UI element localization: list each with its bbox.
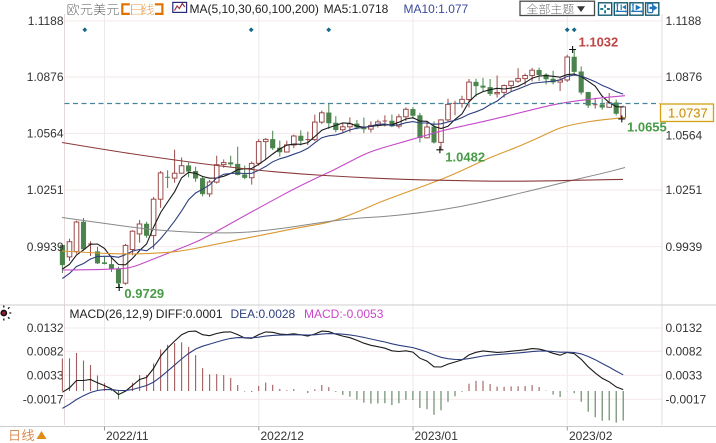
svg-text:MA(5,10,30,60,100,200): MA(5,10,30,60,100,200)	[190, 2, 319, 16]
svg-text:1.0251: 1.0251	[27, 183, 64, 197]
svg-text:1.0876: 1.0876	[27, 70, 64, 84]
svg-text:1.0564: 1.0564	[27, 127, 64, 141]
svg-text:0.9729: 0.9729	[124, 286, 164, 301]
svg-text:1.1032: 1.1032	[579, 35, 619, 50]
svg-text:2023/01: 2023/01	[415, 429, 459, 443]
svg-text:0.0033: 0.0033	[27, 369, 64, 383]
svg-text:1.0564: 1.0564	[666, 129, 703, 143]
svg-text:-0.0017: -0.0017	[23, 393, 64, 407]
svg-text:0.0082: 0.0082	[27, 345, 64, 359]
svg-text:0.9939: 0.9939	[27, 240, 64, 254]
svg-text:1.1188: 1.1188	[666, 14, 702, 28]
svg-text:0.9939: 0.9939	[666, 240, 703, 254]
svg-text:1.0876: 1.0876	[666, 70, 703, 84]
svg-text:MA5:1.0718: MA5:1.0718	[324, 2, 389, 16]
svg-text:1.1188: 1.1188	[28, 14, 64, 28]
svg-text:0.0132: 0.0132	[27, 321, 64, 335]
svg-text:2022/11: 2022/11	[106, 429, 149, 443]
svg-text:0.0082: 0.0082	[666, 345, 703, 359]
svg-text:0.0033: 0.0033	[666, 369, 703, 383]
svg-text:DIFF:0.0001: DIFF:0.0001	[156, 307, 223, 321]
svg-text:1.0737: 1.0737	[668, 106, 708, 121]
svg-text:MACD:-0.0053: MACD:-0.0053	[304, 307, 384, 321]
svg-text:MA10:1.077: MA10:1.077	[404, 2, 469, 16]
svg-text:1.0251: 1.0251	[666, 183, 703, 197]
svg-text:MACD(26,12,9): MACD(26,12,9)	[70, 307, 153, 321]
svg-text:0.0132: 0.0132	[666, 321, 703, 335]
svg-text:1.0655: 1.0655	[627, 120, 667, 135]
svg-text:2023/02: 2023/02	[569, 429, 613, 443]
svg-text:2022/12: 2022/12	[261, 429, 305, 443]
svg-text:1.0482: 1.0482	[445, 150, 485, 165]
svg-text:-0.0017: -0.0017	[666, 393, 707, 407]
svg-text:DEA:0.0028: DEA:0.0028	[231, 307, 296, 321]
